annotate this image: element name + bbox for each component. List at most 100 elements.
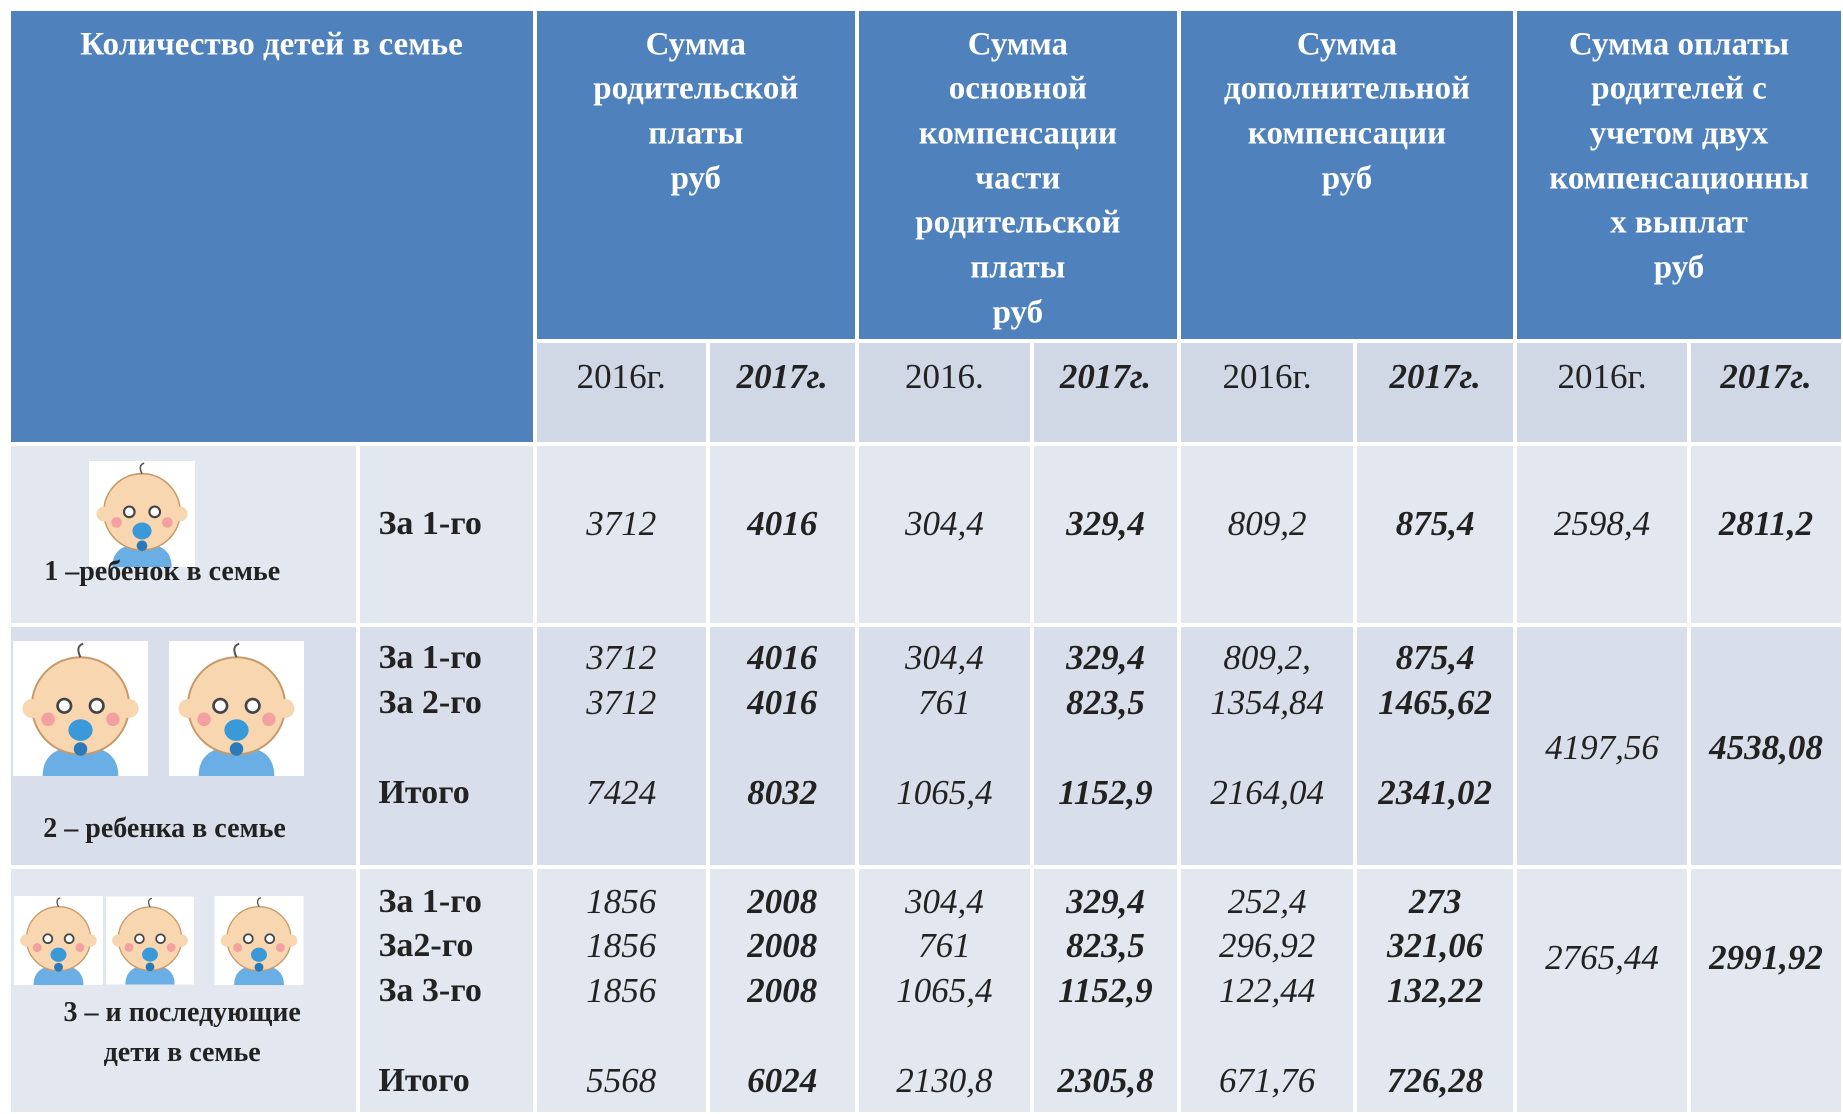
- value: 2008: [747, 882, 817, 922]
- value: 7424: [586, 773, 656, 813]
- total-value: 2765,44: [1545, 938, 1659, 978]
- value: 304,4: [905, 638, 984, 678]
- value: 122,44: [1219, 971, 1315, 1011]
- row-sublabel: Итого: [378, 1062, 469, 1100]
- row-sublabel: За 1-го: [378, 883, 481, 921]
- header-line: компенсации: [1248, 115, 1446, 152]
- header-line: родителей с: [1591, 71, 1767, 108]
- value: 1065,4: [896, 773, 992, 813]
- year-label: 2017г.: [1720, 357, 1811, 397]
- value: 875,4: [1396, 504, 1475, 544]
- row-sublabel: Итого: [378, 774, 469, 812]
- row-label: 2 – ребенка в семье: [43, 813, 286, 845]
- header-line: Сумма: [1297, 26, 1397, 63]
- header-line: руб: [1654, 249, 1704, 286]
- header-line: Сумма оплаты: [1569, 26, 1789, 63]
- value: 1152,9: [1058, 773, 1152, 813]
- value: 296,92: [1219, 926, 1315, 966]
- header-line: руб: [1322, 160, 1372, 197]
- value: 2811,2: [1719, 504, 1813, 544]
- row-label: дети в семье: [104, 1037, 261, 1069]
- header-line: компенсационны: [1549, 160, 1808, 197]
- value: 1856: [586, 926, 656, 966]
- value: 1354,84: [1210, 683, 1324, 723]
- value: 2598,4: [1554, 504, 1650, 544]
- value: 761: [918, 926, 971, 966]
- baby-icon: [13, 641, 148, 776]
- year-label: 2016г.: [1222, 357, 1311, 397]
- value: 3712: [586, 504, 656, 544]
- value: 1152,9: [1058, 971, 1152, 1011]
- header-line: компенсации: [919, 115, 1117, 152]
- value: 1065,4: [896, 971, 992, 1011]
- header-line: х выплат: [1610, 205, 1748, 242]
- value: 1465,62: [1378, 683, 1492, 723]
- value: 671,76: [1219, 1061, 1315, 1101]
- value: 2305,8: [1057, 1061, 1153, 1101]
- year-label: 2016г.: [1557, 357, 1646, 397]
- total-value: 4197,56: [1545, 728, 1659, 768]
- year-label: 2017г.: [737, 357, 828, 397]
- value: 2130,8: [896, 1061, 992, 1101]
- header-line: учетом двух: [1590, 115, 1769, 152]
- value: 761: [918, 683, 971, 723]
- row-sublabel: За 1-го: [378, 505, 481, 543]
- value: 1856: [586, 882, 656, 922]
- value: 823,5: [1066, 926, 1145, 966]
- baby-icon: [14, 896, 103, 985]
- value: 2164,04: [1210, 773, 1324, 813]
- value: 321,06: [1387, 926, 1483, 966]
- value: 1856: [586, 971, 656, 1011]
- value: 809,2,: [1223, 638, 1311, 678]
- row-sublabel: За2-го: [378, 927, 473, 965]
- value: 2341,02: [1378, 773, 1492, 813]
- slide: Количество детей в семье Сумма родительско…: [0, 0, 1843, 1114]
- value: 4016: [747, 683, 817, 723]
- value: 252,4: [1228, 882, 1307, 922]
- value: 726,28: [1387, 1061, 1483, 1101]
- header-line: платы: [970, 249, 1065, 286]
- value: 809,2: [1228, 504, 1307, 544]
- header-line: основной: [949, 71, 1087, 108]
- year-label: 2016.: [905, 357, 984, 397]
- header-line: руб: [993, 294, 1043, 331]
- header-line: руб: [671, 160, 721, 197]
- value: 823,5: [1066, 683, 1145, 723]
- value: 3712: [586, 683, 656, 723]
- baby-icon: [169, 641, 304, 776]
- value: 304,4: [905, 882, 984, 922]
- row-sublabel: За 3-го: [378, 972, 481, 1010]
- baby-icon: [215, 896, 304, 985]
- header-title: Количество детей в семье: [80, 26, 463, 63]
- row-label: 1 –ребенок в семье: [44, 556, 280, 588]
- value: 5568: [586, 1061, 656, 1101]
- header-line: родительской: [593, 71, 798, 108]
- baby-icon: [106, 897, 194, 985]
- row-sublabel: За 1-го: [378, 639, 481, 677]
- value: 329,4: [1066, 882, 1145, 922]
- header-line: платы: [648, 115, 743, 152]
- value: 329,4: [1066, 504, 1145, 544]
- value: 8032: [747, 773, 817, 813]
- year-label: 2017г.: [1060, 357, 1151, 397]
- header-line: Сумма: [646, 26, 746, 63]
- total-value: 4538,08: [1709, 728, 1823, 768]
- value: 132,22: [1387, 971, 1483, 1011]
- row-sublabel: За 2-го: [378, 684, 481, 722]
- baby-icon: [89, 461, 195, 567]
- year-label: 2016г.: [577, 357, 666, 397]
- header-line: родительской: [915, 205, 1120, 242]
- value: 4016: [747, 504, 817, 544]
- value: 2008: [747, 971, 817, 1011]
- value: 2008: [747, 926, 817, 966]
- header-line: дополнительной: [1224, 71, 1470, 108]
- value: 6024: [747, 1061, 817, 1101]
- value: 304,4: [905, 504, 984, 544]
- value: 329,4: [1066, 638, 1145, 678]
- value: 3712: [586, 638, 656, 678]
- header-line: Сумма: [968, 26, 1068, 63]
- value: 875,4: [1396, 638, 1475, 678]
- value: 4016: [747, 638, 817, 678]
- row-label: 3 – и последующие: [64, 997, 301, 1029]
- year-label: 2017г.: [1390, 357, 1481, 397]
